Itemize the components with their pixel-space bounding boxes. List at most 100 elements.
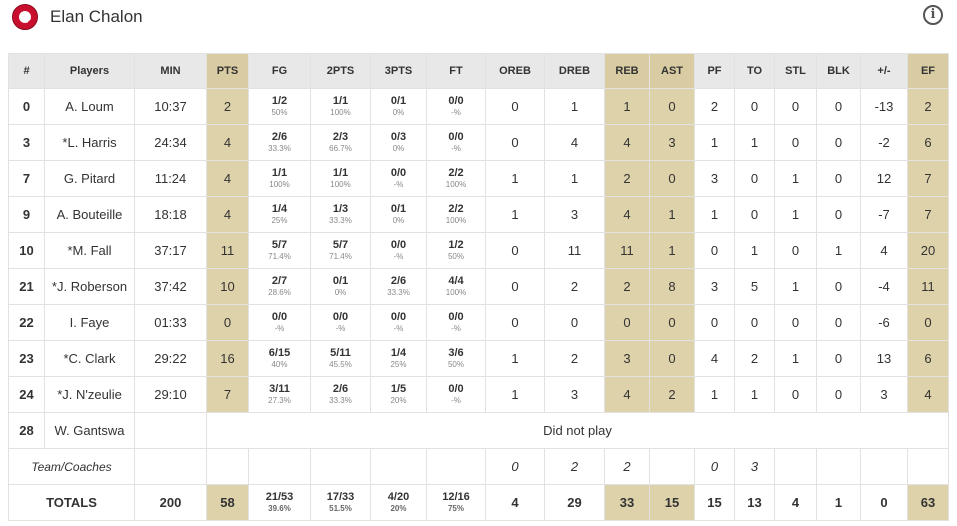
player-name[interactable]: A. Bouteille bbox=[44, 196, 135, 233]
club-crest-icon bbox=[12, 4, 38, 30]
free-throws-value: 1/2 bbox=[448, 239, 464, 251]
field-goals: 5/7 71.4% bbox=[248, 232, 311, 269]
minutes: 24:34 bbox=[134, 124, 207, 161]
column-header-to[interactable]: TO bbox=[734, 53, 775, 89]
assists: 0 bbox=[649, 304, 695, 341]
steals: 0 bbox=[774, 232, 817, 269]
column-header-blk[interactable]: BLK bbox=[816, 53, 861, 89]
three-pointers-value: 0/3 bbox=[390, 131, 407, 143]
free-throws-value: 4/4 bbox=[448, 275, 464, 287]
totals-pf: 15 bbox=[694, 484, 735, 521]
column-header-fg[interactable]: FG bbox=[248, 53, 311, 89]
player-name[interactable]: *M. Fall bbox=[44, 232, 135, 269]
two-pointers-value: 5/7 bbox=[332, 239, 349, 251]
empty-cell bbox=[134, 448, 207, 485]
field-goals: 1/4 25% bbox=[248, 196, 311, 233]
free-throws-pct: 100% bbox=[445, 288, 467, 297]
field-goals: 0/0 -% bbox=[248, 304, 311, 341]
player-name[interactable]: *C. Clark bbox=[44, 340, 135, 377]
empty-cell bbox=[426, 448, 486, 485]
column-header-2pts[interactable]: 2PTS bbox=[310, 53, 371, 89]
two-pointers: 2/3 66.7% bbox=[310, 124, 371, 161]
rebounds: 11 bbox=[604, 232, 650, 269]
turnovers: 0 bbox=[734, 160, 775, 197]
player-name[interactable]: *L. Harris bbox=[44, 124, 135, 161]
field-goals: 6/15 40% bbox=[248, 340, 311, 377]
player-name[interactable]: I. Faye bbox=[44, 304, 135, 341]
rebounds: 4 bbox=[604, 376, 650, 413]
player-number: 28 bbox=[8, 412, 45, 449]
column-header-pf[interactable]: PF bbox=[694, 53, 735, 89]
offensive-rebounds: 0 bbox=[485, 304, 545, 341]
player-number: 7 bbox=[8, 160, 45, 197]
player-name[interactable]: W. Gantswa bbox=[44, 412, 135, 449]
assists: 8 bbox=[649, 268, 695, 305]
column-header-pts[interactable]: PTS bbox=[206, 53, 249, 89]
plus-minus: 12 bbox=[860, 160, 908, 197]
player-number: 10 bbox=[8, 232, 45, 269]
two-pointers-value: 1/1 bbox=[332, 95, 349, 107]
column-header-stl[interactable]: STL bbox=[774, 53, 817, 89]
column-header-[interactable]: +/- bbox=[860, 53, 908, 89]
player-name[interactable]: *J. Roberson bbox=[44, 268, 135, 305]
efficiency: 6 bbox=[907, 340, 949, 377]
two-pointers-pct: 66.7% bbox=[329, 144, 352, 153]
two-pointers-pct: 33.3% bbox=[329, 216, 352, 225]
column-header-reb[interactable]: REB bbox=[604, 53, 650, 89]
player-name[interactable]: *J. N'zeulie bbox=[44, 376, 135, 413]
offensive-rebounds: 1 bbox=[485, 160, 545, 197]
field-goals-value: 1/2 bbox=[271, 95, 288, 107]
defensive-rebounds: 1 bbox=[544, 88, 605, 125]
player-name[interactable]: A. Loum bbox=[44, 88, 135, 125]
two-pointers: 1/1 100% bbox=[310, 88, 371, 125]
info-icon[interactable]: i bbox=[923, 5, 943, 25]
column-header-min[interactable]: MIN bbox=[134, 53, 207, 89]
field-goals-value: 6/15 bbox=[268, 347, 291, 359]
column-header-ef[interactable]: EF bbox=[907, 53, 949, 89]
defensive-rebounds: 0 bbox=[544, 304, 605, 341]
two-pointers: 5/7 71.4% bbox=[310, 232, 371, 269]
turnovers: 1 bbox=[734, 376, 775, 413]
column-header-[interactable]: # bbox=[8, 53, 45, 89]
plus-minus: -2 bbox=[860, 124, 908, 161]
assists: 0 bbox=[649, 340, 695, 377]
blocks: 0 bbox=[816, 124, 861, 161]
column-header-players[interactable]: Players bbox=[44, 53, 135, 89]
column-header-oreb[interactable]: OREB bbox=[485, 53, 545, 89]
column-header-3pts[interactable]: 3PTS bbox=[370, 53, 427, 89]
minutes: 29:10 bbox=[134, 376, 207, 413]
column-header-ft[interactable]: FT bbox=[426, 53, 486, 89]
two-pointers: 5/11 45.5% bbox=[310, 340, 371, 377]
minutes: 10:37 bbox=[134, 88, 207, 125]
blocks: 1 bbox=[816, 232, 861, 269]
assists: 1 bbox=[649, 232, 695, 269]
minutes: 18:18 bbox=[134, 196, 207, 233]
blocks: 0 bbox=[816, 340, 861, 377]
three-pointers: 0/0 -% bbox=[370, 304, 427, 341]
column-header-ast[interactable]: AST bbox=[649, 53, 695, 89]
table-row: 3 *L. Harris 24:34 4 2/6 33.3% 2/3 66.7% 0/3 0% 0/… bbox=[8, 124, 949, 161]
rebounds: 1 bbox=[604, 88, 650, 125]
free-throws: 1/2 50% bbox=[426, 232, 486, 269]
totals-blk: 1 bbox=[816, 484, 861, 521]
two-pointers-value: 1/1 bbox=[332, 167, 349, 179]
three-pointers-value: 1/4 bbox=[390, 347, 407, 359]
points: 11 bbox=[206, 232, 249, 269]
assists: 0 bbox=[649, 160, 695, 197]
coaches-to: 3 bbox=[734, 448, 775, 485]
empty-cell bbox=[370, 448, 427, 485]
free-throws-pct: -% bbox=[451, 108, 461, 117]
steals: 1 bbox=[774, 196, 817, 233]
two-pointers-pct: 71.4% bbox=[329, 252, 352, 261]
assists: 1 bbox=[649, 196, 695, 233]
column-header-dreb[interactable]: DREB bbox=[544, 53, 605, 89]
points: 4 bbox=[206, 124, 249, 161]
three-pointers: 2/6 33.3% bbox=[370, 268, 427, 305]
field-goals-value: 3/11 bbox=[269, 383, 290, 395]
plus-minus: 13 bbox=[860, 340, 908, 377]
efficiency: 0 bbox=[907, 304, 949, 341]
field-goals-value: 1/1 bbox=[271, 167, 288, 179]
coaches-ast bbox=[649, 448, 695, 485]
plus-minus: -13 bbox=[860, 88, 908, 125]
player-name[interactable]: G. Pitard bbox=[44, 160, 135, 197]
